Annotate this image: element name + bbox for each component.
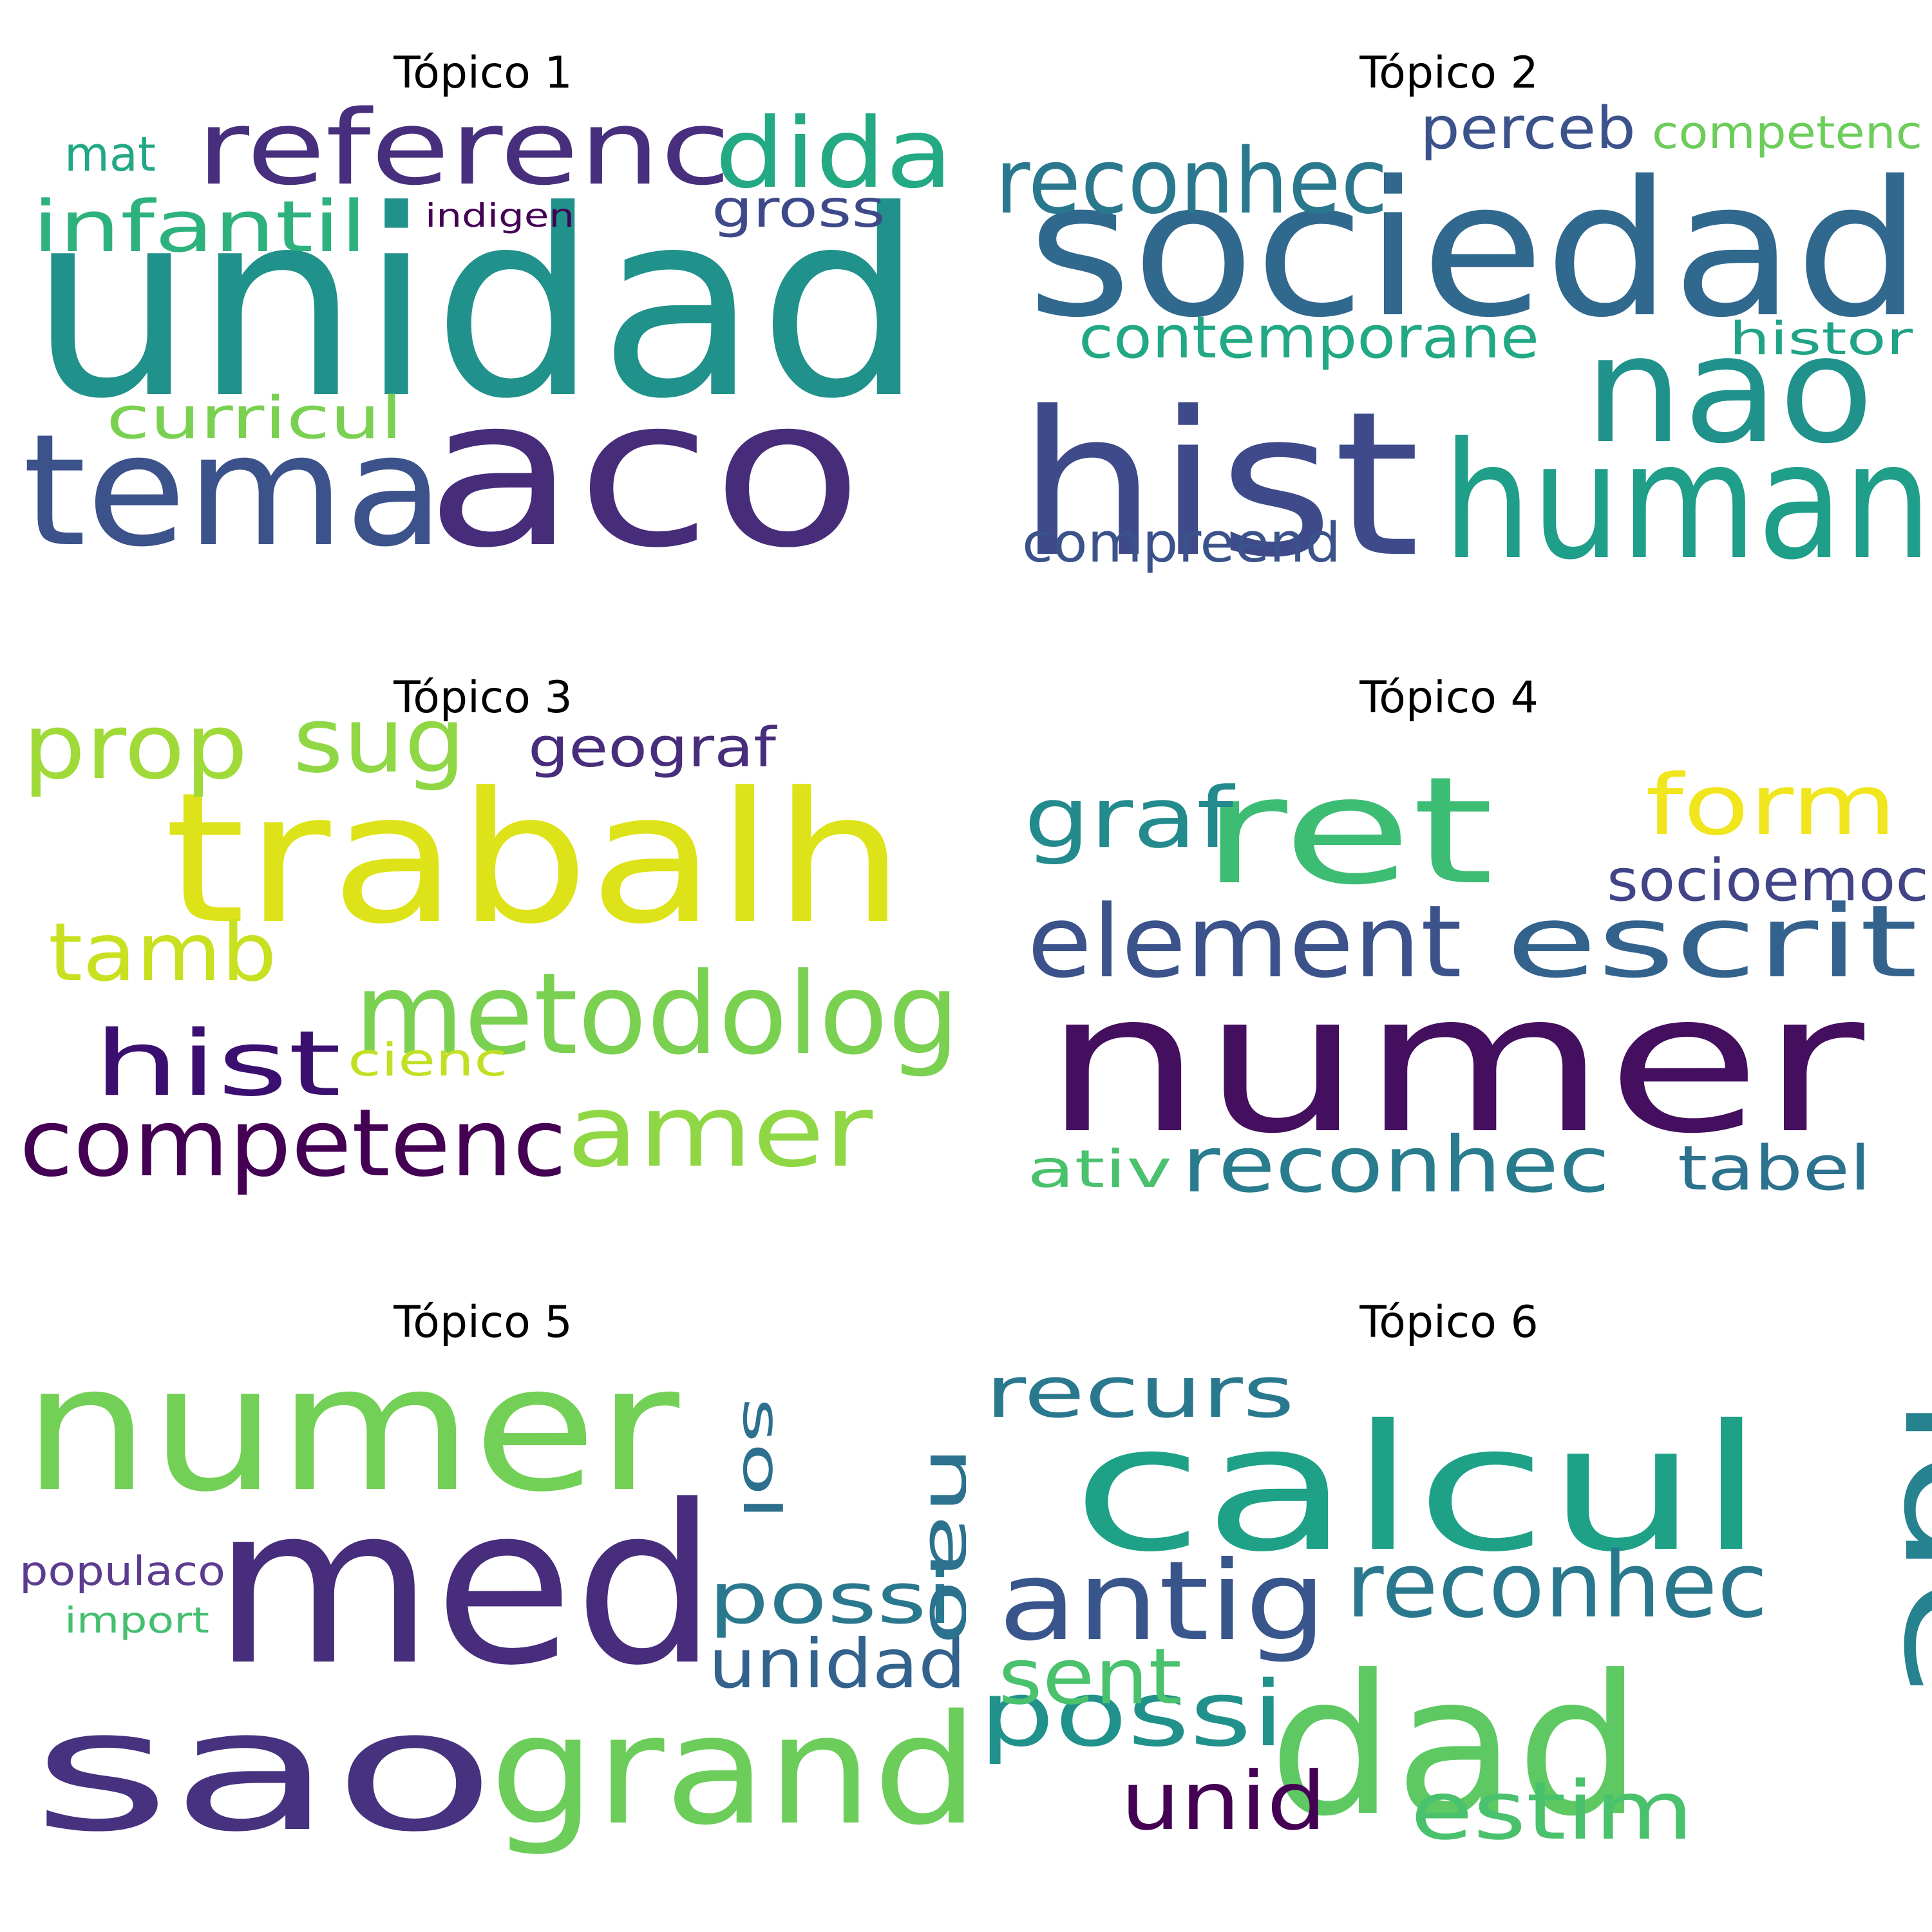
topic-1-word-curricul: curricul [106,384,402,452]
topic-6-word-recurs: recurs [985,1351,1294,1434]
topic-6-word-antig: antig [998,1538,1327,1665]
topic-4-word-escrit: escrit [1506,884,1918,1000]
topic-5-word-possi: possi [708,1557,953,1640]
topic-3-word-amer: amer [567,1073,873,1189]
topic-1-panel: Tópico 1 unidad aco tema referenc dida infant… [0,0,966,644]
topic-6-wordcloud: calcul dad ide antig reconhec possi recurs sent… [979,1351,1932,1859]
topic-2-panel: Tópico 2 sociedad hist human nao reconhec con… [966,0,1932,644]
topic-5-word-grand: grand [489,1683,966,1859]
topic-2-word-contemporane: contemporane [1079,304,1539,372]
topic-6-word-calcul: calcul [1072,1387,1765,1590]
topic-5-panel: Tópico 5 numer med sao grand possi unidad nao s… [0,1249,966,1893]
topic-2-word-perceb: perceb [1420,95,1636,162]
topic-6-word-sent: sent [998,1633,1182,1722]
topic-2-word-competenc: competenc [1652,106,1922,159]
topic-5-word-sol: sol [732,1397,791,1520]
topic-6-word-reconhec: reconhec [1346,1533,1768,1638]
topic-3-panel: Tópico 3 trabalh metodolog competenc amer hi… [0,625,966,1269]
topic-5-word-numer: numer [23,1327,681,1530]
topic-4-title: Tópico 4 [1359,672,1539,723]
topic-1-word-infantil: infantil [32,185,367,268]
topic-1-word-unidad: unidad [29,156,924,455]
topic-2-title: Tópico 2 [1359,48,1539,99]
topic-5-title: Tópico 5 [393,1297,573,1348]
topic-4-word-graf: graf [1024,769,1236,867]
topic-3-title: Tópico 3 [393,672,573,723]
topic-1-word-gross: gross [712,179,886,239]
topic-3-word-trabalh: trabalh [164,754,905,964]
topic-4-word-ativ: ativ [1027,1139,1172,1199]
topic-1-word-dida: dida [715,98,953,210]
topic-4-word-numer: numer [1043,951,1867,1176]
topic-6-panel: Tópico 6 calcul dad ide antig reconhec possi r… [966,1249,1932,1893]
topic-4-word-reconhec: reconhec [1182,1121,1610,1210]
topic-6-word-possi: possi [979,1662,1285,1767]
topic-3-word-competenc: competenc [19,1089,567,1198]
topic-4-word-socioemoc: socioemoc [1607,847,1929,914]
topic-3-word-cienc: cienc [348,1034,507,1086]
topic-2-word-sociedad: sociedad [1027,142,1922,359]
topic-4-word-element: element [1027,884,1462,1000]
topic-6-word-unid: unid [1121,1755,1327,1848]
topic-1-word-tema: tema [23,401,444,581]
topic-6-word-estim: estim [1410,1765,1694,1858]
topic-2-word-nao: nao [1584,305,1874,477]
topic-2-word-histor: histor [1729,312,1913,365]
topic-1-title: Tópico 1 [393,48,573,99]
topic-5-word-unidad: unidad [708,1625,966,1703]
topic-3-word-metodolog: metodolog [354,949,960,1080]
topic-3-word-prop: prop [23,695,248,800]
topic-4-word-tabel: tabel [1678,1133,1871,1204]
topic-5-word-sao: sao [32,1674,496,1869]
topic-5-word-med: med [213,1459,718,1714]
topic-3-word-hist: hist [93,1012,341,1117]
topic-5-word-import: import [64,1600,209,1641]
topic-1-word-referenc: referenc [196,88,731,208]
topic-1-word-aco: aco [425,354,863,593]
topic-4-word-ret: ret [1201,746,1494,918]
topic-2-word-reconhec: reconhec [995,129,1388,234]
topic-2-word-hist: hist [1018,369,1420,601]
topic-6-word-dad: dad [1269,1634,1642,1859]
topic-3-word-tamb: tamb [48,906,277,999]
topic-5-word-nao: nao [915,1446,966,1645]
topic-6-title: Tópico 6 [1359,1297,1539,1348]
topic-5-word-populaco: populaco [19,1548,225,1595]
topic-4-word-form: form [1645,756,1897,854]
topic-6-word-ide: ide [1870,1394,1932,1700]
topic-3-word-sug: sug [293,688,466,793]
topic-1-word-indigen: indigen [425,197,574,234]
topic-3-word-geograf: geograf [528,716,777,780]
topic-1-word-mat: mat [64,127,156,182]
topic-2-word-compreend: compreend [1022,511,1341,575]
topic-2-word-human: human [1443,408,1932,595]
topic-4-panel: Tópico 4 numer ret element escrit reconhec gr… [966,625,1932,1269]
